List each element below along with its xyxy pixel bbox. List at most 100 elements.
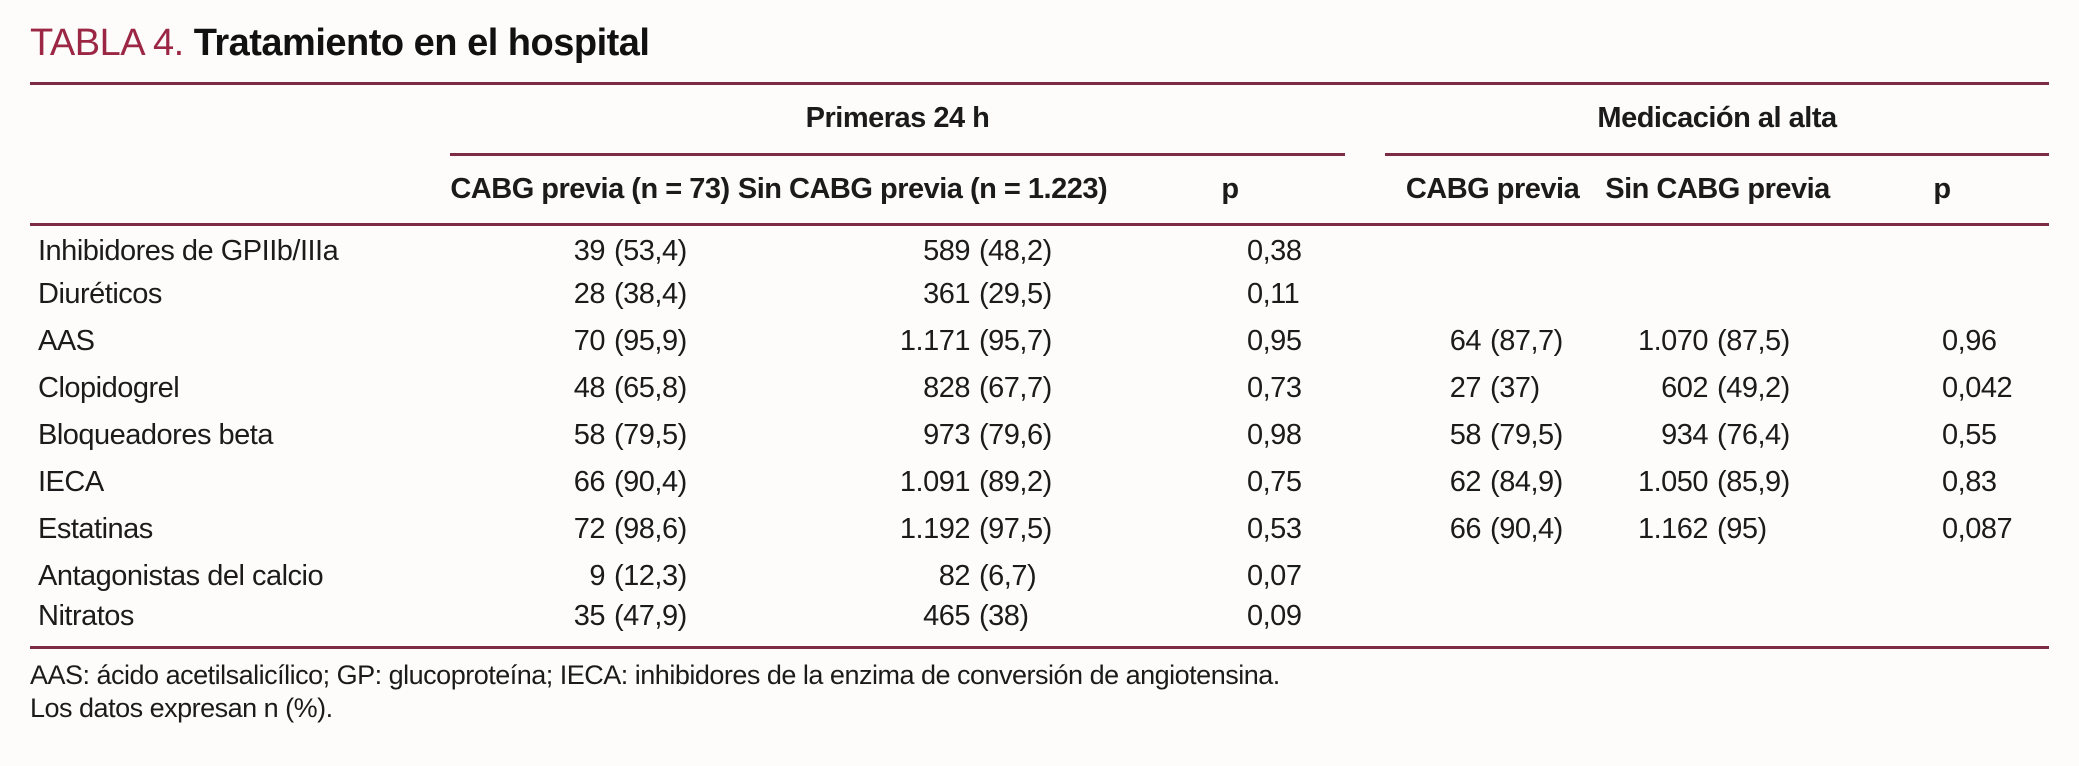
cell-discharge-p: 0,83: [1942, 466, 1997, 498]
cell-first24-p: 0,11: [1247, 278, 1300, 310]
column-header-row: CABG previa (n = 73) Sin CABG previa (n …: [30, 154, 2050, 226]
row-label: Inhibidores de GPIIb/IIIa: [38, 234, 339, 267]
table-header: Primeras 24 h Medicación al alta CABG pr…: [30, 85, 2050, 226]
col-header-discharge-cabg: CABG previa: [1385, 154, 1601, 226]
group-header-discharge: Medicación al alta: [1385, 85, 2050, 156]
footnote-data-format: Los datos expresan n (%).: [30, 692, 333, 723]
cell-first24-sin-cabg: 828 (67,7): [923, 372, 1052, 404]
row-label: Antagonistas del calcio: [38, 560, 324, 592]
cell-first24-sin-cabg: 1.091 (89,2): [899, 466, 1052, 498]
treatment-table: Primeras 24 h Medicación al alta CABG pr…: [30, 85, 2050, 649]
cell-discharge-sin-cabg: [1600, 600, 1836, 649]
cell-discharge-p: [1835, 271, 2049, 318]
blank-cell: [30, 85, 450, 154]
cell-first24-sin-cabg: 589 (48,2): [923, 234, 1052, 267]
spacer-cell: [1345, 459, 1385, 506]
table-row: Estatinas 72 (98,6) 1.192 (97,5) 0,53 66 (9…: [30, 506, 2049, 553]
cell-first24-p: 0,95: [1247, 325, 1302, 357]
cell-first24-cabg: 28 (38,4): [573, 278, 688, 310]
cell-discharge-cabg: [1385, 224, 1600, 271]
spacer-cell: [1345, 365, 1385, 412]
cell-discharge-p: 0,55: [1942, 419, 1997, 451]
footnote-abbreviations: AAS: ácido acetilsalicílico; GP: glucopr…: [30, 659, 1280, 690]
table-row: AAS 70 (95,9) 1.171 (95,7) 0,95 64 (87,7) 1…: [30, 318, 2049, 365]
spacer-cell: [1345, 412, 1385, 459]
row-label: Clopidogrel: [38, 372, 180, 404]
cell-first24-cabg: 66 (90,4): [573, 466, 688, 498]
cell-discharge-sin-cabg: 934 (76,4): [1661, 419, 1790, 451]
cell-first24-sin-cabg: 465 (38): [730, 600, 1115, 649]
cell-discharge-sin-cabg: 1.050 (85,9): [1637, 466, 1790, 498]
spacer-cell: [1345, 85, 1385, 154]
cell-first24-p: 0,98: [1247, 419, 1302, 451]
blank-cell: [30, 154, 450, 226]
table-row: Clopidogrel 48 (65,8) 828 (67,7) 0,73 27 (3…: [30, 365, 2049, 412]
row-label: Bloqueadores beta: [38, 419, 273, 451]
cell-first24-p: 0,73: [1247, 372, 1302, 404]
table-row: IECA 66 (90,4) 1.091 (89,2) 0,75 62 (84,9) …: [30, 459, 2049, 506]
spacer-cell: [1345, 506, 1385, 553]
cell-discharge-p: 0,96: [1942, 325, 1997, 357]
cell-discharge-cabg: [1385, 553, 1600, 600]
cell-first24-sin-cabg: 973 (79,6): [923, 419, 1052, 451]
cell-first24-p: 0,07: [1247, 560, 1302, 592]
table-row: Antagonistas del calcio 9 (12,3) 82 (6,7) …: [30, 553, 2049, 600]
cell-first24-sin-cabg: 1.192 (97,5): [899, 513, 1052, 545]
cell-first24-sin-cabg: 1.171 (95,7): [899, 325, 1052, 357]
cell-discharge-cabg: 27 (37): [1449, 372, 1540, 404]
cell-first24-cabg: 48 (65,8): [573, 372, 688, 404]
cell-discharge-cabg: 58 (79,5): [1449, 419, 1564, 451]
cell-discharge-sin-cabg: [1600, 224, 1835, 271]
col-header-discharge-sin-cabg: Sin CABG previa: [1600, 154, 1836, 226]
cell-discharge-cabg: 64 (87,7): [1449, 325, 1564, 357]
cell-discharge-cabg: [1385, 271, 1600, 318]
spacer-cell: [1345, 318, 1385, 365]
spacer-cell: [1345, 600, 1386, 649]
row-label: AAS: [38, 325, 95, 357]
cell-discharge-sin-cabg: [1600, 553, 1835, 600]
row-label: Diuréticos: [38, 278, 162, 310]
row-label: Estatinas: [38, 513, 153, 545]
col-header-discharge-p: p: [1835, 154, 2050, 226]
cell-first24-cabg: 9 (12,3): [589, 560, 687, 592]
col-header-first24-cabg: CABG previa (n = 73): [450, 154, 730, 226]
table-title: TABLA 4. Tratamiento en el hospital: [30, 0, 2049, 66]
cell-discharge-cabg: 66 (90,4): [1449, 513, 1564, 545]
cell-discharge-sin-cabg: 1.070 (87,5): [1637, 325, 1790, 357]
cell-discharge-cabg: [1385, 600, 1601, 649]
group-header-row: Primeras 24 h Medicación al alta: [30, 85, 2050, 156]
top-rule: [30, 82, 2049, 85]
cell-first24-cabg: 58 (79,5): [573, 419, 688, 451]
table-caption: Tratamiento en el hospital: [193, 22, 650, 64]
spacer-cell: [1345, 553, 1385, 600]
spacer-cell: [1345, 224, 1385, 271]
cell-first24-p: 0,75: [1247, 466, 1302, 498]
cell-first24-sin-cabg: 82 (6,7): [938, 560, 1037, 592]
cell-first24-p: 0,09: [1115, 600, 1346, 649]
cell-discharge-sin-cabg: [1600, 271, 1835, 318]
cell-discharge-cabg: 62 (84,9): [1449, 466, 1564, 498]
cell-first24-cabg: 39 (53,4): [573, 234, 688, 267]
col-header-first24-p: p: [1115, 154, 1346, 226]
table-body: Inhibidores de GPIIb/IIIa 39 (53,4) 589 (4…: [30, 224, 2050, 649]
cell-first24-sin-cabg: 361 (29,5): [923, 278, 1052, 310]
spacer-cell: [1345, 271, 1385, 318]
table-row: Diuréticos 28 (38,4) 361 (29,5) 0,11: [30, 271, 2049, 318]
cell-discharge-p: [1835, 600, 2050, 649]
cell-first24-p: 0,53: [1247, 513, 1302, 545]
cell-first24-cabg: 35 (47,9): [450, 600, 730, 649]
cell-discharge-p: [1835, 224, 2049, 271]
cell-discharge-p: 0,042: [1942, 372, 2013, 404]
cell-discharge-sin-cabg: 602 (49,2): [1661, 372, 1790, 404]
group-header-first24: Primeras 24 h: [450, 85, 1346, 156]
cell-first24-cabg: 70 (95,9): [573, 325, 688, 357]
spacer-cell: [1345, 154, 1386, 226]
cell-discharge-p: [1835, 553, 2049, 600]
footnotes: AAS: ácido acetilsalicílico; GP: glucopr…: [30, 659, 2049, 725]
row-label: IECA: [38, 466, 104, 498]
table-row: Nitratos 35 (47,9) 465 (38) 0,09: [30, 600, 2050, 649]
table-number: TABLA 4.: [30, 22, 184, 64]
table-row: Inhibidores de GPIIb/IIIa 39 (53,4) 589 (4…: [30, 224, 2049, 271]
col-header-first24-sin-cabg: Sin CABG previa (n = 1.223): [730, 154, 1115, 226]
